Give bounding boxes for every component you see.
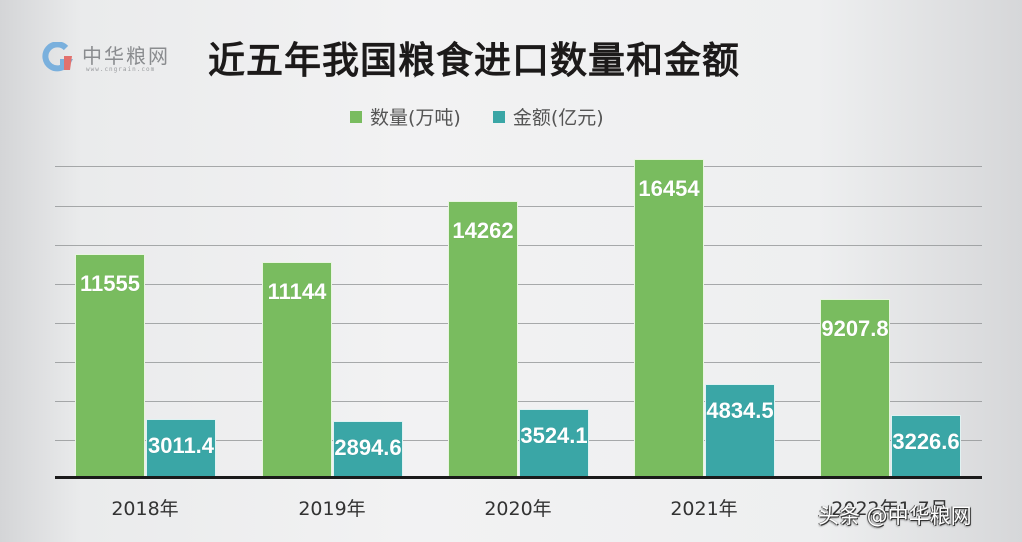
data-label: 3011.4 bbox=[147, 433, 215, 458]
logo: 中华粮网 www.cngrain.com bbox=[42, 38, 192, 78]
x-tick-label: 2022年1-7月 bbox=[831, 498, 949, 520]
legend-swatch-quantity bbox=[350, 110, 362, 123]
data-label: 3226.6 bbox=[892, 429, 960, 454]
data-label: 2894.6 bbox=[334, 435, 402, 460]
data-label: 3524.1 bbox=[520, 423, 588, 448]
legend-swatch-amount bbox=[492, 110, 505, 123]
data-label: 14262 bbox=[452, 218, 514, 243]
bar-amount bbox=[333, 421, 403, 477]
logo-url: www.cngrain.com bbox=[86, 66, 156, 73]
legend-label-amount: 金额(亿元) bbox=[512, 107, 604, 129]
x-axis-line bbox=[55, 476, 982, 479]
x-tick-label: 2019年 bbox=[298, 498, 366, 520]
gridline bbox=[55, 401, 982, 402]
bar-amount bbox=[705, 384, 775, 477]
data-label: 16454 bbox=[638, 176, 700, 201]
bar-amount bbox=[891, 415, 961, 477]
gridline bbox=[55, 245, 982, 246]
x-tick-label: 2021年 bbox=[670, 498, 738, 520]
gridline bbox=[55, 166, 982, 167]
legend: 数量(万吨) 金额(亿元) bbox=[350, 103, 604, 130]
gridline bbox=[55, 362, 982, 363]
bar-amount bbox=[519, 409, 589, 477]
legend-item-quantity: 数量(万吨) bbox=[350, 103, 461, 130]
data-label: 4834.5 bbox=[706, 398, 774, 423]
data-label: 11555 bbox=[80, 271, 140, 296]
logo-brand: 中华粮网 bbox=[82, 44, 170, 68]
bar-quantity bbox=[820, 299, 890, 477]
bar-quantity bbox=[262, 262, 332, 477]
gridline bbox=[55, 206, 982, 207]
bar-quantity bbox=[634, 159, 704, 477]
gridline bbox=[55, 440, 982, 441]
chart-title: 近五年我国粮食进口数量和金额 bbox=[208, 38, 740, 82]
legend-label-quantity: 数量(万吨) bbox=[370, 107, 461, 129]
watermark: 头条 @中华粮网 bbox=[818, 504, 972, 528]
bar-quantity bbox=[448, 201, 518, 477]
data-label: 9207.8 bbox=[821, 316, 889, 341]
bar-quantity bbox=[75, 254, 145, 477]
legend-item-amount: 金额(亿元) bbox=[492, 103, 604, 130]
gridline bbox=[55, 284, 982, 285]
data-label: 11144 bbox=[267, 279, 327, 304]
bar-amount bbox=[146, 419, 216, 477]
x-tick-label: 2020年 bbox=[484, 498, 552, 520]
logo-mark-icon bbox=[42, 42, 74, 72]
x-tick-label: 2018年 bbox=[111, 498, 179, 520]
gridline bbox=[55, 323, 982, 324]
